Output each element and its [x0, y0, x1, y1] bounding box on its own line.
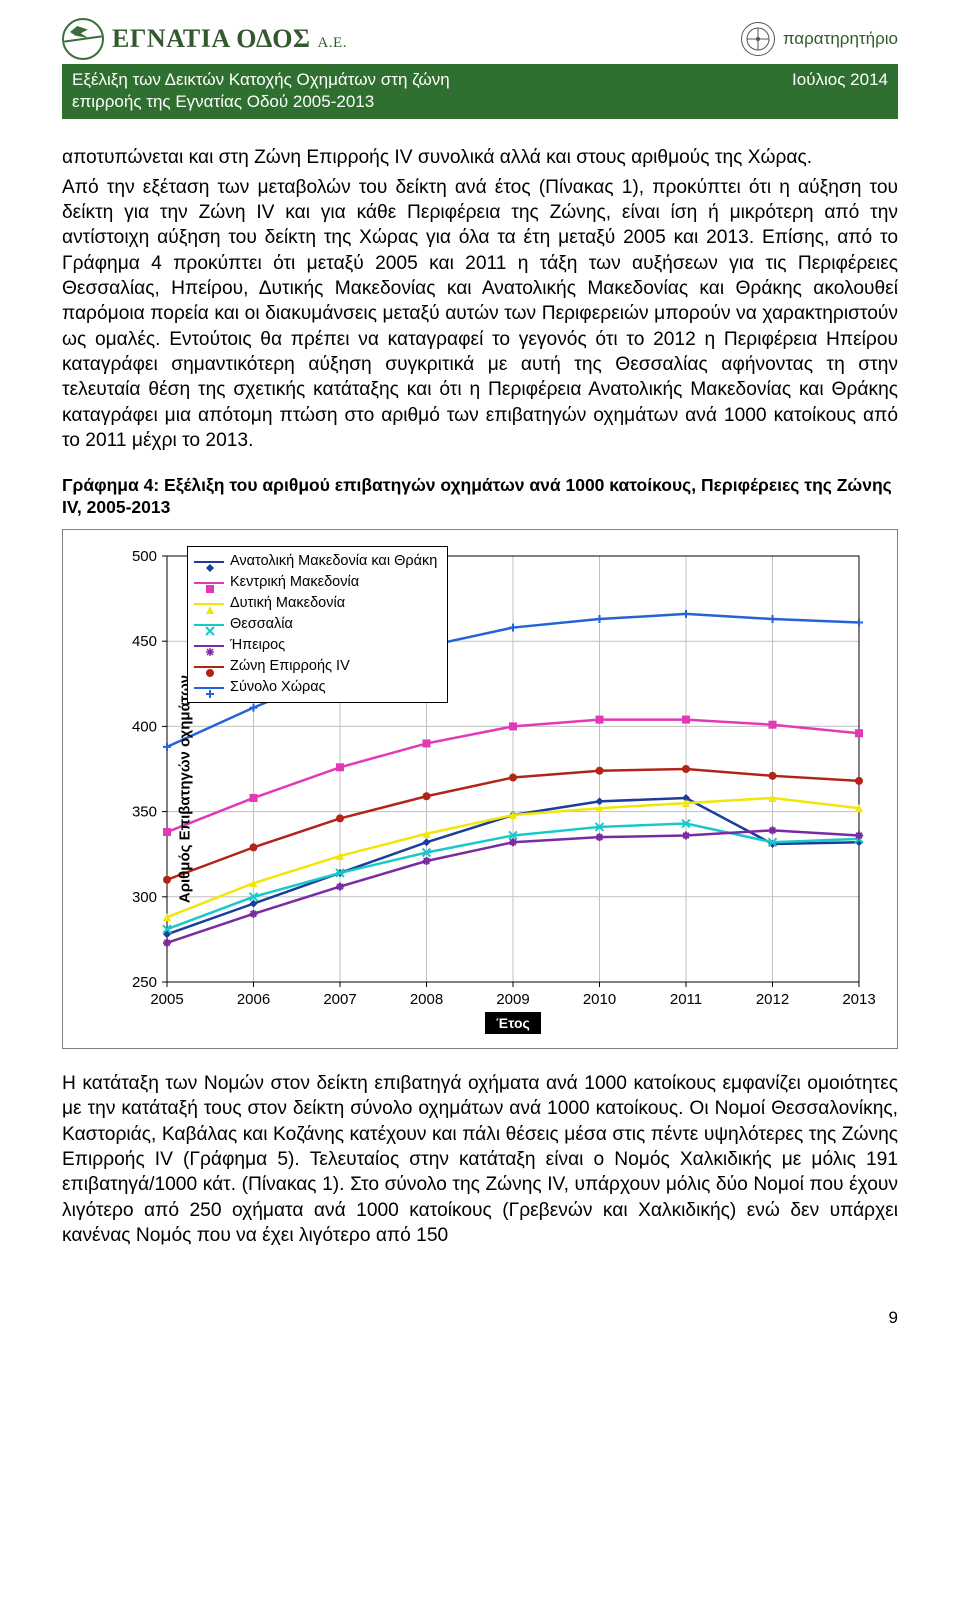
logo-main: ΕΓΝΑΤΙΑ ΟΔΟΣ — [112, 24, 310, 53]
legend-item: Δυτική Μακεδονία — [194, 593, 437, 614]
paragraph-3: Η κατάταξη των Νομών στον δείκτη επιβατη… — [62, 1071, 898, 1248]
chart-caption: Γράφημα 4: Εξέλιξη του αριθμού επιβατηγώ… — [62, 475, 898, 519]
legend-item: Κεντρική Μακεδονία — [194, 572, 437, 593]
svg-text:350: 350 — [132, 804, 157, 821]
chart-y-label: Αριθμός Επιβατηγών οχημάτων — [177, 675, 194, 903]
legend-label: Ανατολική Μακεδονία και Θράκη — [230, 551, 437, 572]
egnatia-logo-icon — [62, 18, 104, 60]
svg-text:2006: 2006 — [237, 991, 270, 1008]
legend-label: Ήπειρος — [230, 635, 285, 656]
band-title-line2: επιρροής της Εγνατίας Οδού 2005-2013 — [72, 92, 374, 111]
band-date: Ιούλιος 2014 — [792, 69, 888, 91]
svg-text:2011: 2011 — [670, 991, 702, 1008]
svg-text:Έτος: Έτος — [496, 1015, 530, 1031]
page-number: 9 — [62, 1308, 898, 1328]
legend-item: Ανατολική Μακεδονία και Θράκη — [194, 551, 437, 572]
svg-text:500: 500 — [132, 548, 157, 565]
svg-text:2009: 2009 — [496, 991, 529, 1008]
paragraph-2: Από την εξέταση των μεταβολών του δείκτη… — [62, 175, 898, 454]
observatory-block: παρατηρητήριο — [741, 22, 898, 56]
legend-label: Ζώνη Επιρροής IV — [230, 656, 350, 677]
logo-text: ΕΓΝΑΤΙΑ ΟΔΟΣ Α.Ε. — [112, 24, 347, 54]
chart-legend: Ανατολική Μακεδονία και Θράκη Κεντρική Μ… — [187, 546, 448, 703]
legend-item: Σύνολο Χώρας — [194, 677, 437, 698]
svg-text:400: 400 — [132, 718, 157, 735]
svg-text:2008: 2008 — [410, 991, 443, 1008]
legend-label: Κεντρική Μακεδονία — [230, 572, 359, 593]
legend-item: Θεσσαλία — [194, 614, 437, 635]
title-band: Εξέλιξη των Δεικτών Κατοχής Οχημάτων στη… — [62, 64, 898, 119]
svg-text:2012: 2012 — [756, 991, 789, 1008]
svg-text:450: 450 — [132, 633, 157, 650]
band-title: Εξέλιξη των Δεικτών Κατοχής Οχημάτων στη… — [72, 69, 450, 113]
compass-icon — [741, 22, 775, 56]
svg-text:2013: 2013 — [842, 991, 875, 1008]
chart-container: Αριθμός Επιβατηγών οχημάτων Ανατολική Μα… — [62, 529, 898, 1049]
band-title-line1: Εξέλιξη των Δεικτών Κατοχής Οχημάτων στη… — [72, 70, 450, 89]
legend-label: Σύνολο Χώρας — [230, 677, 326, 698]
paragraph-1: αποτυπώνεται και στη Ζώνη Επιρροής IV συ… — [62, 145, 898, 170]
svg-text:300: 300 — [132, 889, 157, 906]
observatory-label: παρατηρητήριο — [783, 29, 898, 49]
svg-text:2005: 2005 — [150, 991, 183, 1008]
legend-label: Θεσσαλία — [230, 614, 293, 635]
legend-item: Ζώνη Επιρροής IV — [194, 656, 437, 677]
svg-text:2010: 2010 — [583, 991, 616, 1008]
logo-suffix: Α.Ε. — [317, 35, 347, 51]
svg-text:250: 250 — [132, 974, 157, 991]
legend-label: Δυτική Μακεδονία — [230, 593, 345, 614]
logo-block: ΕΓΝΑΤΙΑ ΟΔΟΣ Α.Ε. — [62, 18, 347, 60]
svg-text:2007: 2007 — [323, 991, 356, 1008]
legend-item: Ήπειρος — [194, 635, 437, 656]
header-row: ΕΓΝΑΤΙΑ ΟΔΟΣ Α.Ε. παρατηρητήριο — [62, 18, 898, 64]
